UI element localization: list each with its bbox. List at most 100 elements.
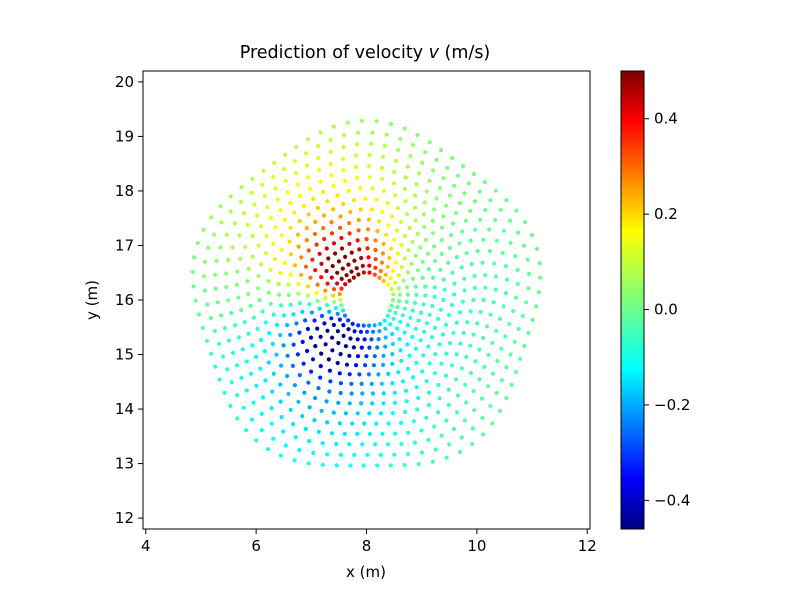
scatter-point	[320, 441, 325, 446]
scatter-point	[495, 358, 500, 364]
scatter-point	[376, 372, 381, 377]
scatter-point	[492, 261, 497, 266]
scatter-point	[459, 366, 464, 371]
scatter-point	[371, 363, 376, 368]
scatter-point	[419, 428, 424, 433]
scatter-point	[259, 428, 264, 433]
scatter-point	[347, 221, 352, 226]
scatter-point	[285, 323, 290, 328]
scatter-point	[196, 312, 201, 317]
scatter-point	[441, 297, 446, 303]
scatter-point	[399, 219, 404, 224]
scatter-point	[452, 281, 457, 286]
scatter-point	[241, 405, 246, 410]
scatter-point	[410, 334, 415, 339]
scatter-point	[219, 220, 224, 225]
scatter-point	[278, 271, 283, 276]
scatter-point	[395, 206, 400, 211]
scatter-point	[263, 378, 268, 383]
scatter-point	[363, 196, 368, 201]
x-axis-ticks: 4 6 8 10 12	[141, 529, 597, 555]
scatter-point	[471, 297, 476, 302]
scatter-point	[344, 362, 350, 367]
scatter-point	[313, 219, 318, 224]
scatter-point	[402, 186, 407, 192]
scatter-point	[391, 181, 396, 186]
scatter-point	[366, 255, 371, 260]
scatter-point	[228, 209, 233, 214]
scatter-point	[347, 231, 352, 236]
scatter-point	[416, 318, 421, 323]
scatter-point	[350, 321, 355, 326]
scatter-point	[439, 238, 444, 243]
scatter-point	[305, 326, 310, 332]
scatter-point	[294, 171, 299, 176]
scatter-point	[323, 342, 328, 347]
scatter-point	[365, 246, 370, 251]
scatter-point	[333, 251, 338, 256]
scatter-point	[334, 442, 339, 447]
x-tick-label: 8	[362, 537, 372, 555]
scatter-point	[390, 341, 395, 347]
scatter-point	[405, 323, 410, 328]
scatter-point	[331, 207, 336, 212]
scatter-point	[351, 275, 356, 280]
scatter-point	[250, 176, 255, 181]
scatter-point	[299, 255, 304, 260]
scatter-point	[291, 342, 296, 347]
scatter-point	[477, 189, 482, 194]
scatter-point	[192, 255, 197, 260]
scatter-point	[193, 298, 198, 303]
scatter-point	[501, 228, 506, 233]
scatter-point	[312, 418, 317, 423]
scatter-point	[343, 411, 348, 416]
scatter-point	[414, 385, 419, 390]
scatter-point	[259, 337, 264, 342]
scatter-point	[307, 302, 312, 307]
scatter-point	[292, 263, 298, 268]
plot-frame	[142, 70, 591, 530]
scatter-point	[405, 212, 410, 217]
scatter-point	[441, 277, 446, 282]
x-axis-label: x (m)	[346, 563, 386, 581]
scatter-point	[319, 275, 324, 280]
scatter-point	[296, 291, 301, 296]
scatter-point	[341, 333, 346, 338]
scatter-point	[347, 401, 352, 406]
scatter-point	[383, 272, 388, 277]
scatter-point	[209, 351, 214, 356]
scatter-point	[279, 247, 284, 252]
scatter-point	[432, 424, 437, 429]
scatter-point	[325, 199, 330, 204]
scatter-point	[393, 431, 398, 436]
scatter-point	[369, 381, 374, 386]
scatter-point	[447, 442, 452, 447]
scatter-point	[292, 159, 297, 164]
scatter-point	[405, 270, 410, 275]
scatter-point	[271, 371, 276, 376]
scatter-point	[357, 247, 362, 252]
scatter-point	[469, 262, 474, 267]
scatter-point	[444, 455, 449, 460]
scatter-point	[522, 343, 527, 349]
scatter-point	[347, 442, 352, 447]
scatter-point	[246, 266, 251, 271]
scatter-point	[315, 282, 320, 287]
scatter-point	[459, 435, 464, 440]
scatter-point	[274, 322, 280, 327]
scatter-point	[515, 230, 521, 235]
scatter-point	[462, 288, 467, 293]
scatter-point	[413, 346, 419, 351]
scatter-point	[481, 237, 486, 242]
scatter-point	[472, 285, 477, 291]
scatter-point	[297, 373, 302, 378]
scatter-point	[327, 368, 332, 373]
scatter-point	[396, 370, 401, 375]
scatter-point	[268, 215, 273, 220]
scatter-point	[446, 387, 451, 392]
scatter-point	[471, 332, 476, 337]
scatter-point	[360, 442, 365, 447]
scatter-point	[376, 337, 381, 342]
scatter-point	[366, 164, 371, 169]
scatter-point	[234, 363, 240, 368]
